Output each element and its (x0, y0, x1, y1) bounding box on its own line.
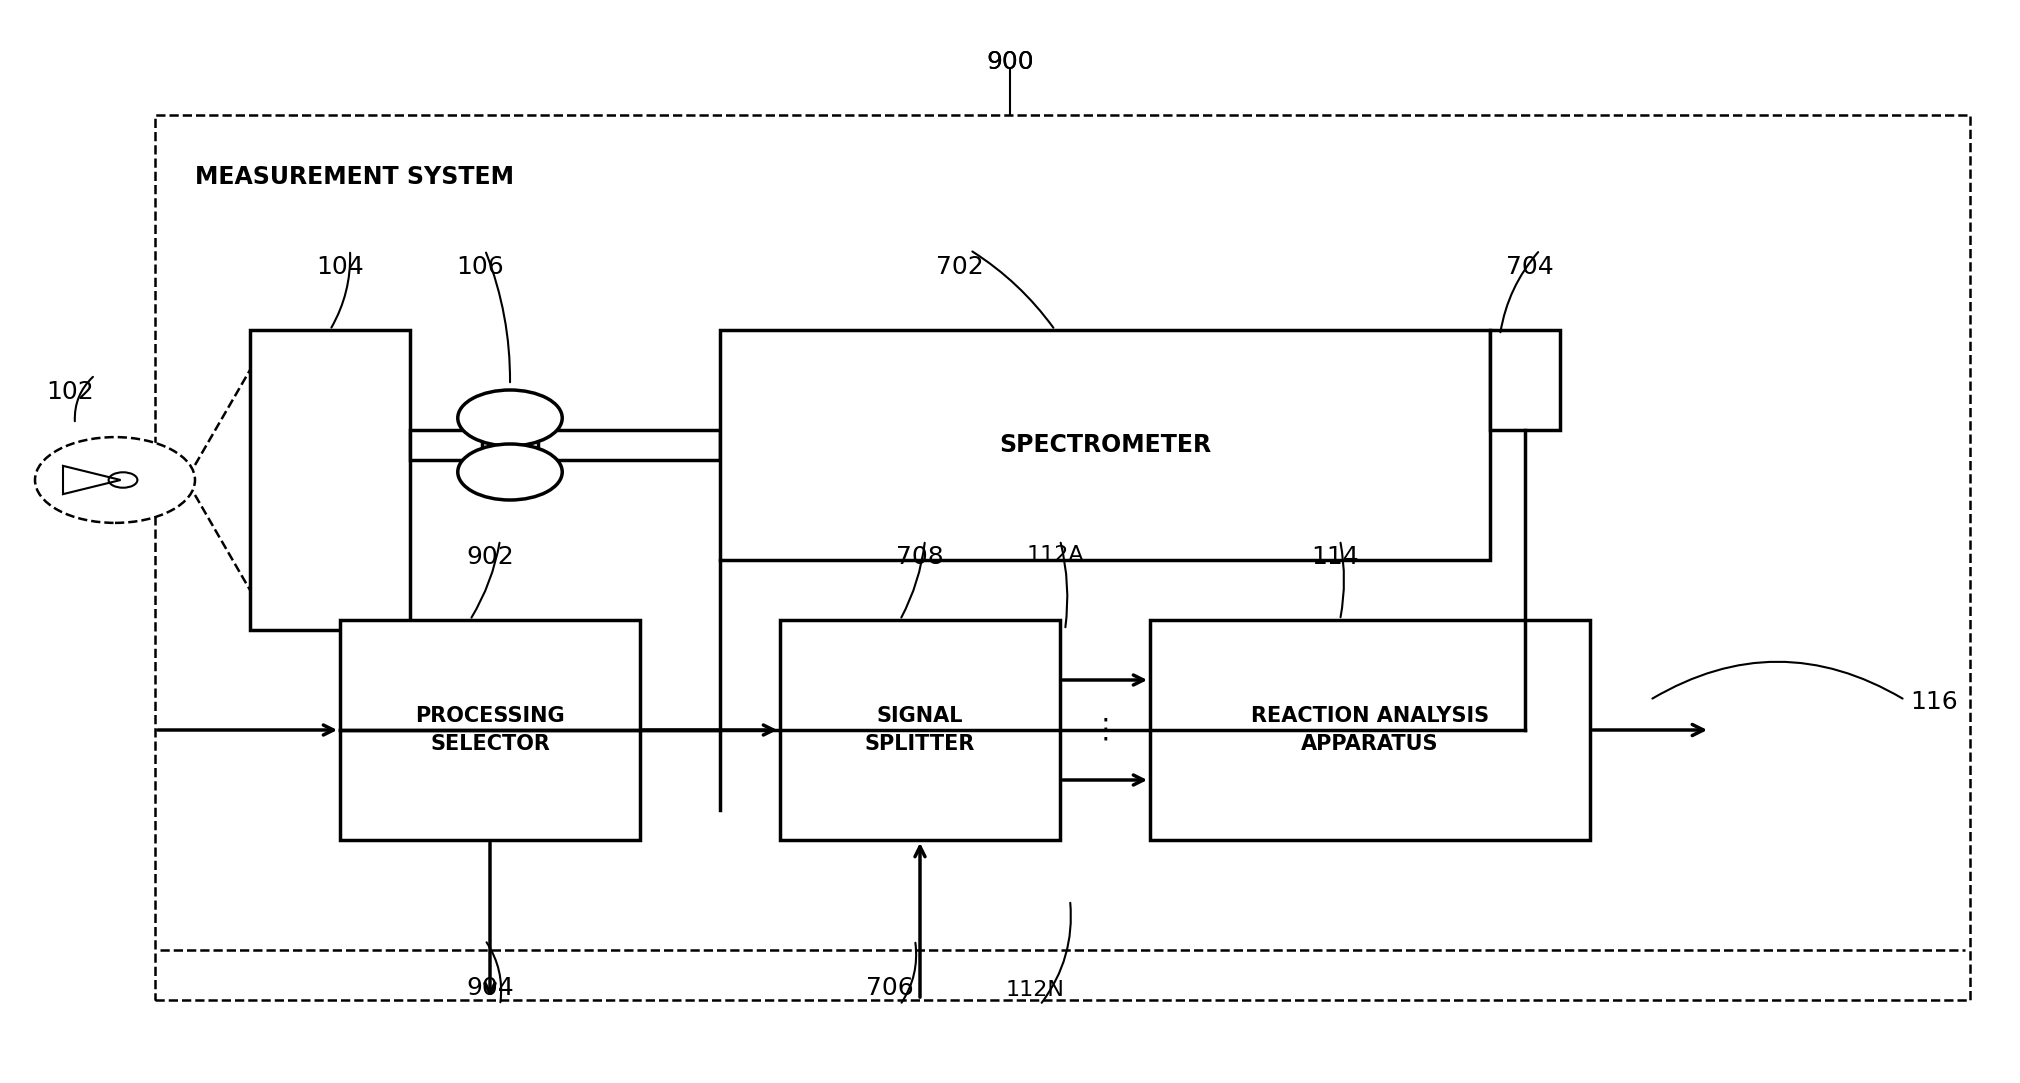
Bar (339, 619, 640, 840)
Text: MEASUREMENT SYSTEM: MEASUREMENT SYSTEM (196, 165, 513, 190)
Text: 112A: 112A (1026, 545, 1085, 565)
Text: 102: 102 (46, 380, 93, 404)
Bar (410, 430, 719, 460)
Bar (780, 619, 1060, 840)
Text: SPECTROMETER: SPECTROMETER (1000, 433, 1212, 457)
Text: 904: 904 (467, 976, 513, 1000)
Text: ⋮: ⋮ (1091, 716, 1119, 744)
Text: 106: 106 (457, 255, 503, 279)
Circle shape (459, 390, 562, 446)
Bar (1491, 330, 1559, 430)
Text: 900: 900 (986, 50, 1034, 74)
Text: SIGNAL
SPLITTER: SIGNAL SPLITTER (865, 706, 976, 754)
Bar (250, 330, 410, 630)
Circle shape (34, 438, 196, 523)
Text: 702: 702 (935, 255, 984, 279)
Text: PROCESSING
SELECTOR: PROCESSING SELECTOR (416, 706, 566, 754)
Bar (1149, 619, 1590, 840)
Text: 112N: 112N (1006, 980, 1065, 1000)
Text: 114: 114 (1311, 545, 1359, 569)
Bar (156, 115, 1970, 1000)
Text: REACTION ANALYSIS
APPARATUS: REACTION ANALYSIS APPARATUS (1250, 706, 1489, 754)
Text: 902: 902 (467, 545, 513, 569)
Text: 116: 116 (1911, 690, 1957, 714)
Text: 704: 704 (1507, 255, 1553, 279)
Text: 900: 900 (986, 50, 1034, 74)
Text: 708: 708 (897, 545, 943, 569)
Text: 104: 104 (315, 255, 364, 279)
Bar (719, 330, 1491, 560)
Text: 706: 706 (867, 976, 913, 1000)
Circle shape (459, 444, 562, 500)
